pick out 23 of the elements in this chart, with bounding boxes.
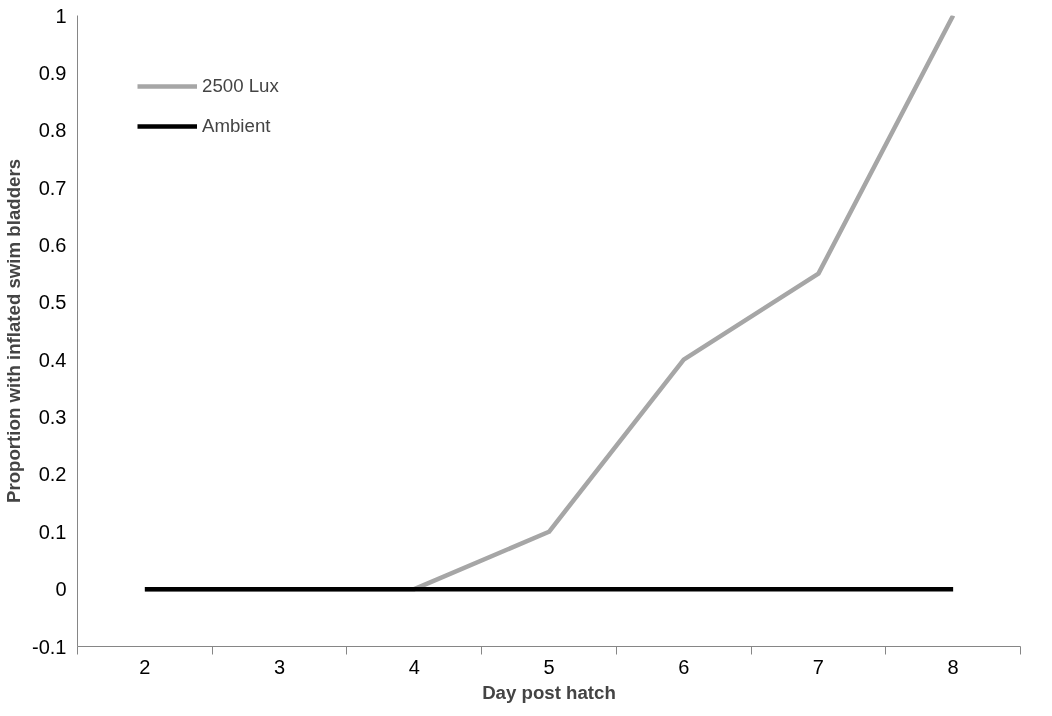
y-tick-label: -0.1 (32, 635, 67, 658)
y-tick-label: 0.7 (38, 176, 67, 199)
y-tick-label: 0 (55, 578, 67, 601)
y-tick-label: 1 (55, 4, 67, 27)
x-tick-label: 8 (947, 655, 959, 678)
y-axis-title: Proportion with inflated swim bladders (3, 158, 25, 504)
x-tick-label: 3 (274, 655, 286, 678)
y-tick-label: 0.3 (38, 406, 67, 429)
x-tick-label: 5 (543, 655, 555, 678)
y-tick-label: 0.2 (38, 463, 67, 486)
y-tick-label: 0.6 (38, 233, 67, 256)
x-tick-label: 4 (408, 655, 420, 678)
x-tick-label: 6 (678, 655, 690, 678)
x-tick-label: 2 (139, 655, 151, 678)
x-tick-label: 7 (812, 655, 824, 678)
y-tick-label: 0.5 (38, 291, 67, 314)
y-tick-label: 0.9 (38, 61, 67, 84)
legend-label: 2500 Lux (202, 75, 279, 97)
y-tick-label: 0.4 (38, 348, 67, 371)
x-axis-title: Day post hatch (482, 681, 616, 703)
y-tick-label: 0.1 (38, 520, 67, 543)
y-tick-label: 0.8 (38, 119, 67, 142)
legend-label: Ambient (202, 115, 271, 137)
